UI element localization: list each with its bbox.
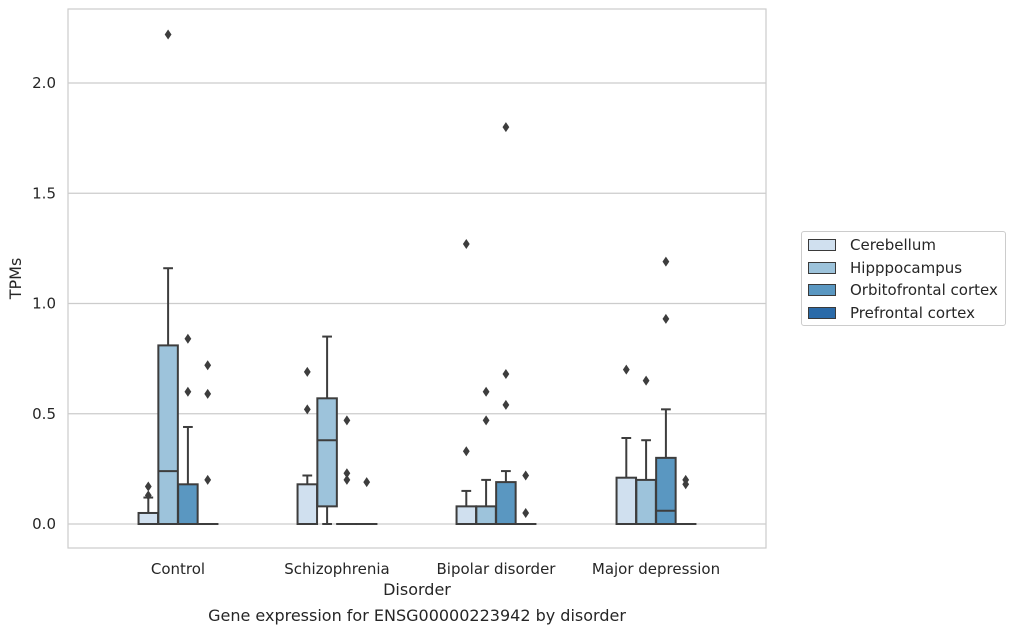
x-tick-label: Control	[151, 560, 205, 578]
outlier-point	[343, 474, 351, 485]
x-tick-label: Schizophrenia	[284, 560, 389, 578]
legend-label-cerebellum: Cerebellum	[850, 236, 936, 254]
x-tick-label: Major depression	[592, 560, 720, 578]
y-axis-tick-labels: 0.0 0.5 1.0 1.5 2.0	[32, 74, 56, 533]
box-iqr	[296, 483, 319, 525]
box-cerebellum	[615, 364, 638, 526]
outlier-point	[144, 490, 152, 501]
box-iqr	[316, 397, 338, 508]
legend-swatch-hipppocampus	[808, 262, 836, 274]
outlier-point	[164, 29, 172, 40]
y-tick-label: 1.0	[32, 295, 56, 313]
outlier-point	[662, 256, 670, 267]
box-iqr	[455, 505, 478, 525]
box-iqr	[177, 483, 199, 525]
legend-item-orbitofrontal-cortex: Orbitofrontal cortex	[808, 280, 998, 300]
outlier-point	[522, 470, 530, 481]
outlier-point	[662, 313, 670, 324]
legend-label-hipppocampus: Hipppocampus	[850, 259, 963, 277]
box-orbitofrontal-cortex	[655, 256, 677, 526]
outlier-point	[502, 122, 510, 133]
box-iqr	[157, 344, 179, 525]
outlier-point	[343, 415, 351, 426]
box-iqr	[475, 505, 497, 525]
outlier-point	[502, 369, 510, 380]
legend-item-prefrontal-cortex: Prefrontal cortex	[808, 303, 975, 323]
box-cerebellum	[137, 481, 160, 525]
box-orbitofrontal-cortex	[495, 122, 517, 526]
box-iqr	[137, 511, 160, 525]
legend-swatch-cerebellum	[808, 239, 836, 251]
plot-area-frame	[67, 8, 767, 549]
outlier-point	[502, 399, 510, 410]
y-tick-label: 0.5	[32, 405, 56, 423]
outlier-point	[204, 474, 212, 485]
box-prefrontal-cortex	[674, 474, 697, 526]
y-tick-label: 0.0	[32, 515, 56, 533]
outlier-point	[363, 477, 371, 488]
box-orbitofrontal-cortex	[336, 415, 358, 526]
box-cerebellum	[296, 366, 319, 525]
box-iqr	[495, 481, 517, 526]
outlier-point	[204, 388, 212, 399]
box-orbitofrontal-cortex	[177, 333, 199, 525]
outlier-point	[144, 481, 152, 492]
outlier-point	[204, 360, 212, 371]
outlier-point	[184, 333, 192, 344]
legend-swatch-orbitofrontal-cortex	[808, 284, 836, 296]
outlier-point	[682, 474, 690, 485]
y-axis-label: TPMs	[6, 258, 25, 301]
y-tick-label: 1.5	[32, 184, 56, 202]
legend-label-prefrontal-cortex: Prefrontal cortex	[850, 304, 975, 322]
outlier-point	[522, 507, 530, 518]
box-prefrontal-cortex	[355, 477, 378, 526]
x-axis-label: Disorder	[383, 580, 451, 599]
y-tick-label: 2.0	[32, 74, 56, 92]
box-prefrontal-cortex	[196, 360, 219, 526]
outlier-point	[482, 386, 490, 397]
legend-label-orbitofrontal-cortex: Orbitofrontal cortex	[850, 281, 998, 299]
box-iqr	[615, 476, 638, 526]
box-hipppocampus	[316, 335, 338, 525]
outlier-point	[482, 415, 490, 426]
legend-swatch-prefrontal-cortex	[808, 307, 836, 319]
boxes	[137, 29, 697, 526]
box-prefrontal-cortex	[514, 470, 537, 526]
legend: Cerebellum Hipppocampus Orbitofrontal co…	[801, 231, 1006, 326]
outlier-point	[184, 386, 192, 397]
outlier-point	[303, 366, 311, 377]
box-hipppocampus	[475, 386, 497, 525]
outlier-point	[622, 364, 630, 375]
legend-item-cerebellum: Cerebellum	[808, 235, 936, 255]
x-axis-tick-labels: Control Schizophrenia Bipolar disorder Majo…	[151, 560, 720, 578]
x-tick-label: Bipolar disorder	[437, 560, 557, 578]
outlier-point	[303, 404, 311, 415]
chart-caption: Gene expression for ENSG00000223942 by d…	[208, 606, 626, 625]
box-hipppocampus	[635, 375, 657, 525]
box-hipppocampus	[157, 29, 179, 525]
outlier-point	[462, 446, 470, 457]
box-iqr	[635, 478, 657, 525]
outlier-point	[343, 468, 351, 479]
outlier-point	[462, 238, 470, 249]
box-iqr	[655, 456, 677, 526]
box-cerebellum	[455, 238, 478, 525]
legend-item-hipppocampus: Hipppocampus	[808, 258, 962, 278]
outlier-point	[642, 375, 650, 386]
